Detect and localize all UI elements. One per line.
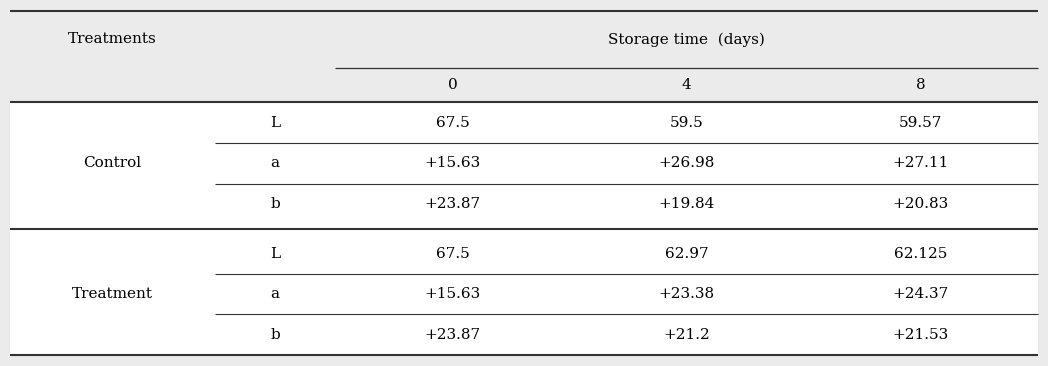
Text: 59.57: 59.57 — [899, 116, 942, 130]
Text: +23.87: +23.87 — [424, 197, 480, 211]
Text: L: L — [270, 116, 280, 130]
Text: 67.5: 67.5 — [436, 116, 470, 130]
Text: Control: Control — [84, 156, 141, 170]
Text: +15.63: +15.63 — [424, 287, 481, 301]
Text: +23.87: +23.87 — [424, 328, 480, 342]
Text: 0: 0 — [447, 78, 457, 92]
Text: 59.5: 59.5 — [670, 116, 703, 130]
Text: +21.53: +21.53 — [892, 328, 948, 342]
Text: +27.11: +27.11 — [892, 156, 948, 170]
Text: 62.125: 62.125 — [894, 247, 947, 261]
Bar — [10, 11, 1038, 102]
Text: 67.5: 67.5 — [436, 247, 470, 261]
Text: Storage time  (days): Storage time (days) — [608, 32, 765, 46]
Text: b: b — [270, 197, 280, 211]
Text: a: a — [270, 287, 280, 301]
Text: 4: 4 — [681, 78, 692, 92]
Text: Treatment: Treatment — [72, 287, 153, 301]
Text: +15.63: +15.63 — [424, 156, 481, 170]
Text: +21.2: +21.2 — [663, 328, 709, 342]
Text: L: L — [270, 247, 280, 261]
Text: a: a — [270, 156, 280, 170]
Text: 8: 8 — [916, 78, 925, 92]
Text: +26.98: +26.98 — [658, 156, 715, 170]
Text: Treatments: Treatments — [68, 32, 157, 46]
Text: +24.37: +24.37 — [892, 287, 948, 301]
Text: +23.38: +23.38 — [658, 287, 715, 301]
Text: 62.97: 62.97 — [664, 247, 708, 261]
Text: +20.83: +20.83 — [892, 197, 948, 211]
Text: b: b — [270, 328, 280, 342]
Text: +19.84: +19.84 — [658, 197, 715, 211]
